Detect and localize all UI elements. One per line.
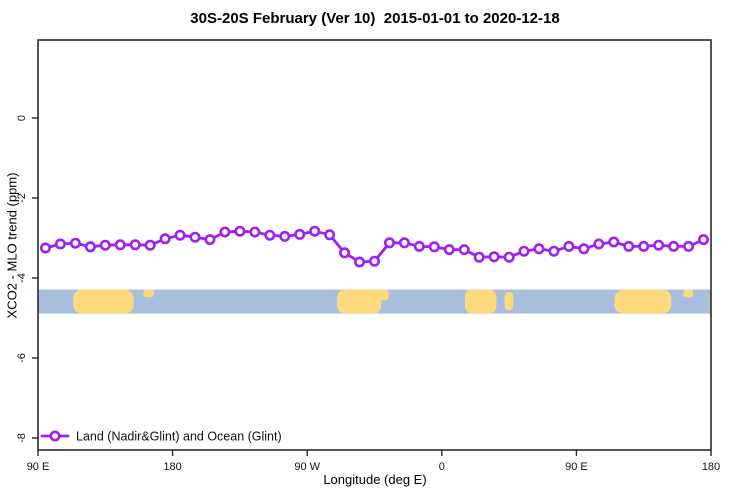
y-tick-label: -6 [16, 353, 28, 363]
data-point [413, 240, 425, 252]
data-point [458, 244, 470, 256]
data-point [324, 229, 336, 241]
data-point [653, 239, 665, 251]
data-point [39, 242, 51, 254]
legend: Land (Nadir&Glint) and Ocean (Glint) [40, 430, 282, 444]
data-point [144, 239, 156, 251]
land-patch-new-zealand [143, 289, 154, 298]
x-tick-label: 90 E [565, 461, 588, 473]
legend-marker-icon [49, 430, 61, 442]
data-point [84, 241, 96, 253]
data-point [279, 230, 291, 242]
data-point [683, 240, 695, 252]
data-point [69, 237, 81, 249]
y-axis-label: XCO2 - MLO trend (ppm) [4, 172, 20, 319]
data-point [249, 226, 261, 238]
data-point [368, 255, 380, 267]
data-point [593, 238, 605, 250]
x-tick-label: 180 [163, 461, 181, 473]
data-point [578, 243, 590, 255]
x-tick-label: 180 [702, 461, 720, 473]
x-tick-label: 90 W [294, 461, 320, 473]
data-point [339, 247, 351, 259]
land-patch-australia [73, 289, 134, 314]
data-point [383, 237, 395, 249]
data-point [428, 241, 440, 253]
data-point [219, 226, 231, 238]
plot-group: 90 E 180 90 W 0 90 E 180 0 -2 -4 -6 -8 Land (Nadir&… [16, 39, 720, 473]
data-point [309, 225, 321, 237]
land-patch-australia-repeat [614, 289, 672, 314]
data-point [548, 245, 560, 257]
data-point [54, 238, 66, 250]
land-patch-madagascar [504, 292, 514, 310]
chart-title: 30S-20S February (Ver 10) 2015-01-01 to … [190, 10, 560, 27]
land-patch-south-america [337, 289, 382, 314]
data-point [114, 239, 126, 251]
data-point [488, 251, 500, 263]
legend-label: Land (Nadir&Glint) and Ocean (Glint) [76, 430, 282, 444]
data-point [99, 239, 111, 251]
y-tick-label: 0 [16, 115, 28, 121]
x-tick-label: 90 E [27, 461, 50, 473]
data-point [174, 229, 186, 241]
data-point [668, 240, 680, 252]
data-point [698, 234, 710, 246]
x-axis-label: Longitude (deg E) [323, 472, 427, 487]
data-point [533, 243, 545, 255]
data-point [443, 244, 455, 256]
data-point [563, 240, 575, 252]
data-point [129, 239, 141, 251]
data-point [234, 225, 246, 237]
y-tick-label: -8 [16, 433, 28, 443]
data-point [638, 240, 650, 252]
land-patch-new-zealand-repeat [683, 289, 694, 298]
data-point [398, 237, 410, 249]
plot-box [37, 39, 712, 451]
data-point [204, 234, 216, 246]
y-tick-label: -4 [16, 273, 28, 283]
land-patch-south-america-tail [373, 289, 389, 301]
data-point [294, 228, 306, 240]
land-patch-africa [464, 289, 497, 314]
data-point [473, 251, 485, 263]
data-point [503, 251, 515, 263]
data-point [159, 233, 171, 245]
data-point [264, 229, 276, 241]
data-point [608, 236, 620, 248]
x-tick-label: 0 [439, 461, 445, 473]
data-point [354, 256, 366, 268]
y-tick-label: -2 [16, 193, 28, 203]
data-point [518, 245, 530, 257]
data-point [189, 231, 201, 243]
data-point [623, 240, 635, 252]
